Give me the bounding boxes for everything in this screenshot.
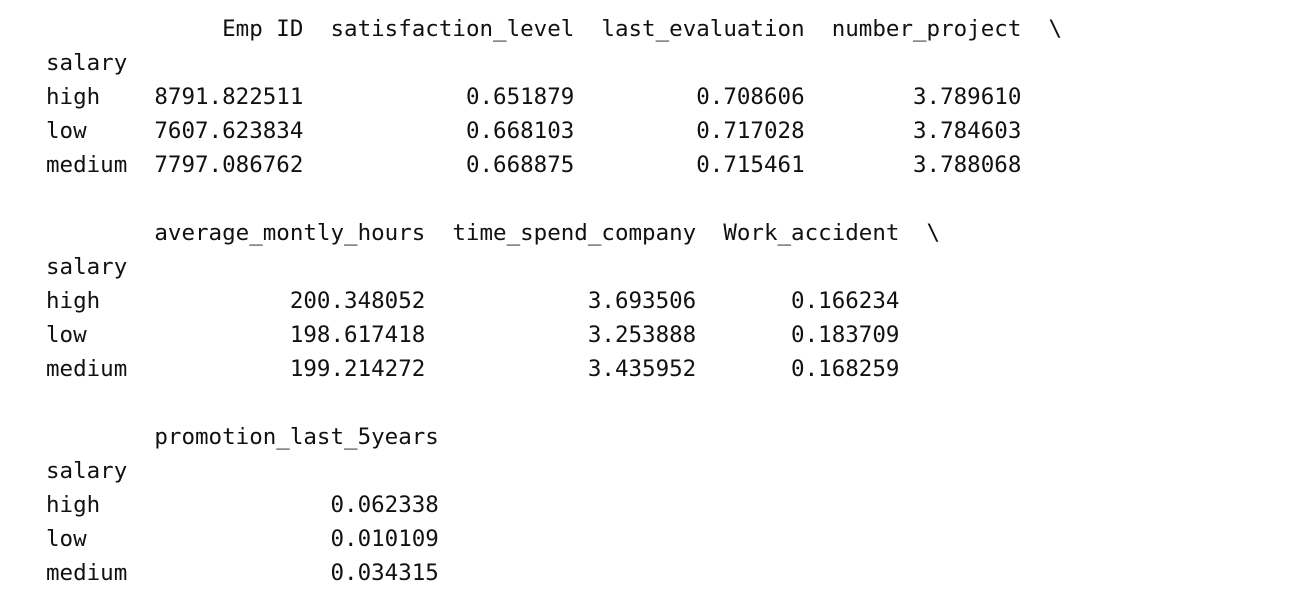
table-row: high 0.062338 xyxy=(46,488,1062,522)
header-spacer xyxy=(46,220,127,246)
column-header: Work_accident xyxy=(696,220,900,246)
continuation-mark: \ xyxy=(899,220,941,246)
index-name-row: salary xyxy=(46,46,1062,80)
cell-value: 3.789610 xyxy=(804,84,1022,110)
blank-line xyxy=(46,182,1062,216)
cell-value: 0.166234 xyxy=(696,288,900,314)
cell-value: 7797.086762 xyxy=(127,152,304,178)
column-header: time_spend_company xyxy=(425,220,697,246)
cell-value: 199.214272 xyxy=(127,356,426,382)
table-row: medium 0.034315 xyxy=(46,556,1062,590)
column-header: promotion_last_5years xyxy=(127,424,439,450)
cell-value: 8791.822511 xyxy=(127,84,304,110)
table-row: low 198.617418 3.253888 0.183709 xyxy=(46,318,1062,352)
row-label: high xyxy=(46,84,128,110)
table-row: low 0.010109 xyxy=(46,522,1062,556)
row-label: medium xyxy=(46,152,128,178)
header-spacer xyxy=(46,424,127,450)
cell-value: 0.651879 xyxy=(303,84,575,110)
cell-value: 3.788068 xyxy=(804,152,1022,178)
row-label: high xyxy=(46,492,128,518)
header-row: promotion_last_5years xyxy=(46,420,1062,454)
cell-value: 3.693506 xyxy=(425,288,697,314)
table-row: low 7607.623834 0.668103 0.717028 3.7846… xyxy=(46,114,1062,148)
cell-value: 0.168259 xyxy=(696,356,900,382)
column-header: last_evaluation xyxy=(574,16,805,42)
index-name-row: salary xyxy=(46,454,1062,488)
header-row: Emp ID satisfaction_level last_evaluatio… xyxy=(46,12,1062,46)
column-header: Emp ID xyxy=(127,16,304,42)
cell-value: 0.010109 xyxy=(127,526,439,552)
cell-value: 0.717028 xyxy=(574,118,805,144)
index-name-row: salary xyxy=(46,250,1062,284)
row-label: medium xyxy=(46,356,128,382)
cell-value: 3.253888 xyxy=(425,322,697,348)
index-name: salary xyxy=(46,458,128,484)
table-row: medium 199.214272 3.435952 0.168259 xyxy=(46,352,1062,386)
cell-value: 0.708606 xyxy=(574,84,805,110)
cell-value: 7607.623834 xyxy=(127,118,304,144)
cell-value: 0.062338 xyxy=(127,492,439,518)
row-label: medium xyxy=(46,560,128,586)
cell-value: 0.034315 xyxy=(127,560,439,586)
table-row: high 8791.822511 0.651879 0.708606 3.789… xyxy=(46,80,1062,114)
column-header: satisfaction_level xyxy=(303,16,575,42)
cell-value: 0.668875 xyxy=(303,152,575,178)
row-label: low xyxy=(46,526,128,552)
cell-value: 0.183709 xyxy=(696,322,900,348)
cell-value: 0.715461 xyxy=(574,152,805,178)
column-header: average_montly_hours xyxy=(127,220,426,246)
row-label: low xyxy=(46,322,128,348)
cell-value: 198.617418 xyxy=(127,322,426,348)
header-row: average_montly_hours time_spend_company … xyxy=(46,216,1062,250)
index-name: salary xyxy=(46,254,128,280)
dataframe-output: Emp ID satisfaction_level last_evaluatio… xyxy=(46,12,1062,590)
table-row: medium 7797.086762 0.668875 0.715461 3.7… xyxy=(46,148,1062,182)
index-name: salary xyxy=(46,50,128,76)
continuation-mark: \ xyxy=(1021,16,1063,42)
cell-value: 3.784603 xyxy=(804,118,1022,144)
row-label: low xyxy=(46,118,128,144)
cell-value: 3.435952 xyxy=(425,356,697,382)
header-spacer xyxy=(46,16,127,42)
row-label: high xyxy=(46,288,128,314)
cell-value: 0.668103 xyxy=(303,118,575,144)
blank-line xyxy=(46,386,1062,420)
column-header: number_project xyxy=(804,16,1022,42)
table-row: high 200.348052 3.693506 0.166234 xyxy=(46,284,1062,318)
cell-value: 200.348052 xyxy=(127,288,426,314)
